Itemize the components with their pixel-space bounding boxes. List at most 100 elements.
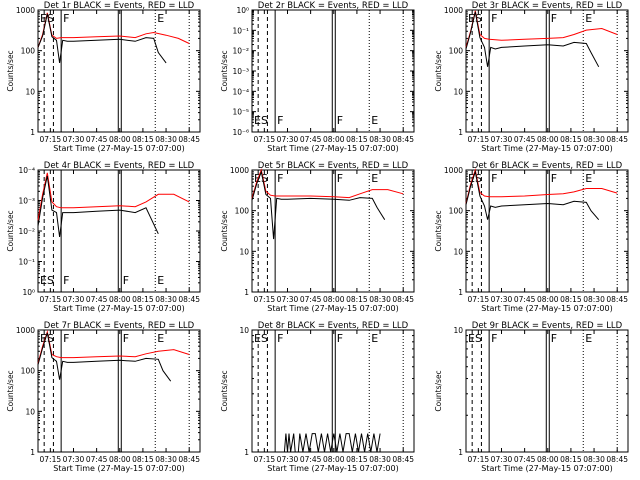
x-tick-label: 07:45 xyxy=(300,135,322,144)
marker-label-es: ES xyxy=(254,114,268,127)
events-series-line xyxy=(37,175,159,237)
y-tick-label: 10⁰ xyxy=(236,6,249,15)
x-tick-label: 08:15 xyxy=(132,135,154,144)
marker-label-f: F xyxy=(337,332,343,345)
events-series-line xyxy=(465,169,600,221)
y-tick-label: 1 xyxy=(244,288,249,297)
marker-label-f: F xyxy=(551,12,557,25)
chart-title: Det 5r BLACK = Events, RED = LLD xyxy=(258,161,409,171)
y-axis-label: Counts/sec xyxy=(6,210,15,251)
y-tick-label: 1000 xyxy=(444,6,463,15)
x-tick-label: 08:45 xyxy=(178,455,200,464)
x-tick-label: 07:15 xyxy=(254,295,276,304)
x-tick-label: 07:15 xyxy=(468,295,490,304)
x-tick-label: 07:30 xyxy=(63,295,85,304)
x-axis-label: Start Time (27-May-15 07:07:00) xyxy=(53,304,184,313)
x-tick-label: 08:15 xyxy=(132,455,154,464)
chart-title: Det 6r BLACK = Events, RED = LLD xyxy=(472,161,623,171)
y-tick-label: 10 xyxy=(239,326,249,335)
x-tick-label: 08:45 xyxy=(392,455,414,464)
chart-title: Det 4r BLACK = Events, RED = LLD xyxy=(44,161,195,171)
chart-panel-7: Det 7r BLACK = Events, RED = LLD 1 10 100 10… xyxy=(6,321,201,473)
chart-panel-1: Det 1r BLACK = Events, RED = LLD 1 10 100 10… xyxy=(6,1,201,153)
y-tick-label: 10⁻² xyxy=(232,47,249,56)
marker-label-es: ES xyxy=(40,332,54,345)
chart-title: Det 8r BLACK = Events, RED = LLD xyxy=(258,321,409,331)
y-tick-label: 10⁻³ xyxy=(18,197,35,206)
x-tick-label: 08:00 xyxy=(109,135,131,144)
y-tick-label: 100 xyxy=(21,367,36,376)
x-tick-label: 08:15 xyxy=(132,295,154,304)
y-tick-label: 10 xyxy=(25,87,35,96)
marker-label-f: F xyxy=(277,114,283,127)
x-tick-label: 07:45 xyxy=(514,135,536,144)
events-series-line xyxy=(37,13,167,64)
marker-label-e: E xyxy=(585,12,592,25)
plot-frame xyxy=(465,9,629,133)
x-tick-label: 08:30 xyxy=(155,135,177,144)
marker-label-f: F xyxy=(277,172,283,185)
x-tick-label: 08:00 xyxy=(109,295,131,304)
x-tick-label: 07:15 xyxy=(40,135,62,144)
x-axis-label: Start Time (27-May-15 07:07:00) xyxy=(267,464,398,473)
x-tick-label: 07:30 xyxy=(277,455,299,464)
x-tick-label: 08:00 xyxy=(323,455,345,464)
marker-label-f: F xyxy=(491,172,497,185)
marker-label-es: ES xyxy=(254,332,268,345)
lld-series-line xyxy=(37,172,190,221)
marker-label-es: ES xyxy=(468,332,482,345)
chart-title: Det 1r BLACK = Events, RED = LLD xyxy=(44,1,195,11)
marker-label-e: E xyxy=(157,274,164,287)
y-axis-label: Counts/sec xyxy=(220,370,229,411)
marker-label-f: F xyxy=(277,332,283,345)
marker-label-e: E xyxy=(157,12,164,25)
y-tick-label: 10 xyxy=(453,87,463,96)
plot-frame xyxy=(465,169,629,293)
x-tick-label: 08:30 xyxy=(369,455,391,464)
x-tick-label: 07:30 xyxy=(491,135,513,144)
y-tick-label: 10⁻² xyxy=(18,227,35,236)
x-tick-label: 07:45 xyxy=(300,295,322,304)
x-tick-label: 07:45 xyxy=(86,455,108,464)
x-axis-label: Start Time (27-May-15 07:07:00) xyxy=(267,304,398,313)
chart-title: Det 7r BLACK = Events, RED = LLD xyxy=(44,321,195,331)
marker-label-e: E xyxy=(585,172,592,185)
marker-label-f: F xyxy=(63,12,69,25)
y-tick-label: 1 xyxy=(458,448,463,457)
x-tick-label: 07:30 xyxy=(63,455,85,464)
x-tick-label: 08:15 xyxy=(560,295,582,304)
x-tick-label: 07:45 xyxy=(514,455,536,464)
y-tick-label: 10 xyxy=(25,407,35,416)
marker-label-f: F xyxy=(123,332,129,345)
x-tick-label: 08:30 xyxy=(155,455,177,464)
y-axis-label: Counts/sec xyxy=(220,210,229,251)
y-axis-label: Counts/sec xyxy=(6,50,15,91)
x-tick-label: 07:30 xyxy=(63,135,85,144)
x-tick-label: 07:15 xyxy=(40,295,62,304)
x-axis-label: Start Time (27-May-15 07:07:00) xyxy=(267,144,398,153)
chart-title: Det 3r BLACK = Events, RED = LLD xyxy=(472,1,623,11)
plot-frame xyxy=(37,9,201,133)
marker-label-es: ES xyxy=(40,12,54,25)
x-tick-label: 08:45 xyxy=(178,295,200,304)
y-tick-label: 1000 xyxy=(16,326,35,335)
x-tick-label: 07:15 xyxy=(254,455,276,464)
y-tick-label: 10⁻⁴ xyxy=(18,166,35,175)
y-tick-label: 10⁻¹ xyxy=(18,258,35,267)
y-tick-label: 1 xyxy=(30,448,35,457)
x-tick-label: 07:45 xyxy=(300,455,322,464)
chart-title: Det 2r BLACK = Events, RED = LLD xyxy=(258,1,409,11)
y-tick-label: 100 xyxy=(235,207,250,216)
plot-frame xyxy=(465,329,629,453)
x-tick-label: 08:45 xyxy=(606,455,628,464)
x-tick-label: 07:15 xyxy=(468,135,490,144)
x-tick-label: 08:00 xyxy=(323,135,345,144)
marker-label-f: F xyxy=(123,274,129,287)
y-tick-label: 10⁻⁵ xyxy=(232,108,249,117)
marker-label-f: F xyxy=(337,114,343,127)
y-tick-label: 10⁰ xyxy=(22,288,35,297)
x-tick-label: 08:00 xyxy=(109,455,131,464)
events-series-line xyxy=(283,433,381,453)
y-tick-label: 10⁻⁴ xyxy=(232,87,249,96)
